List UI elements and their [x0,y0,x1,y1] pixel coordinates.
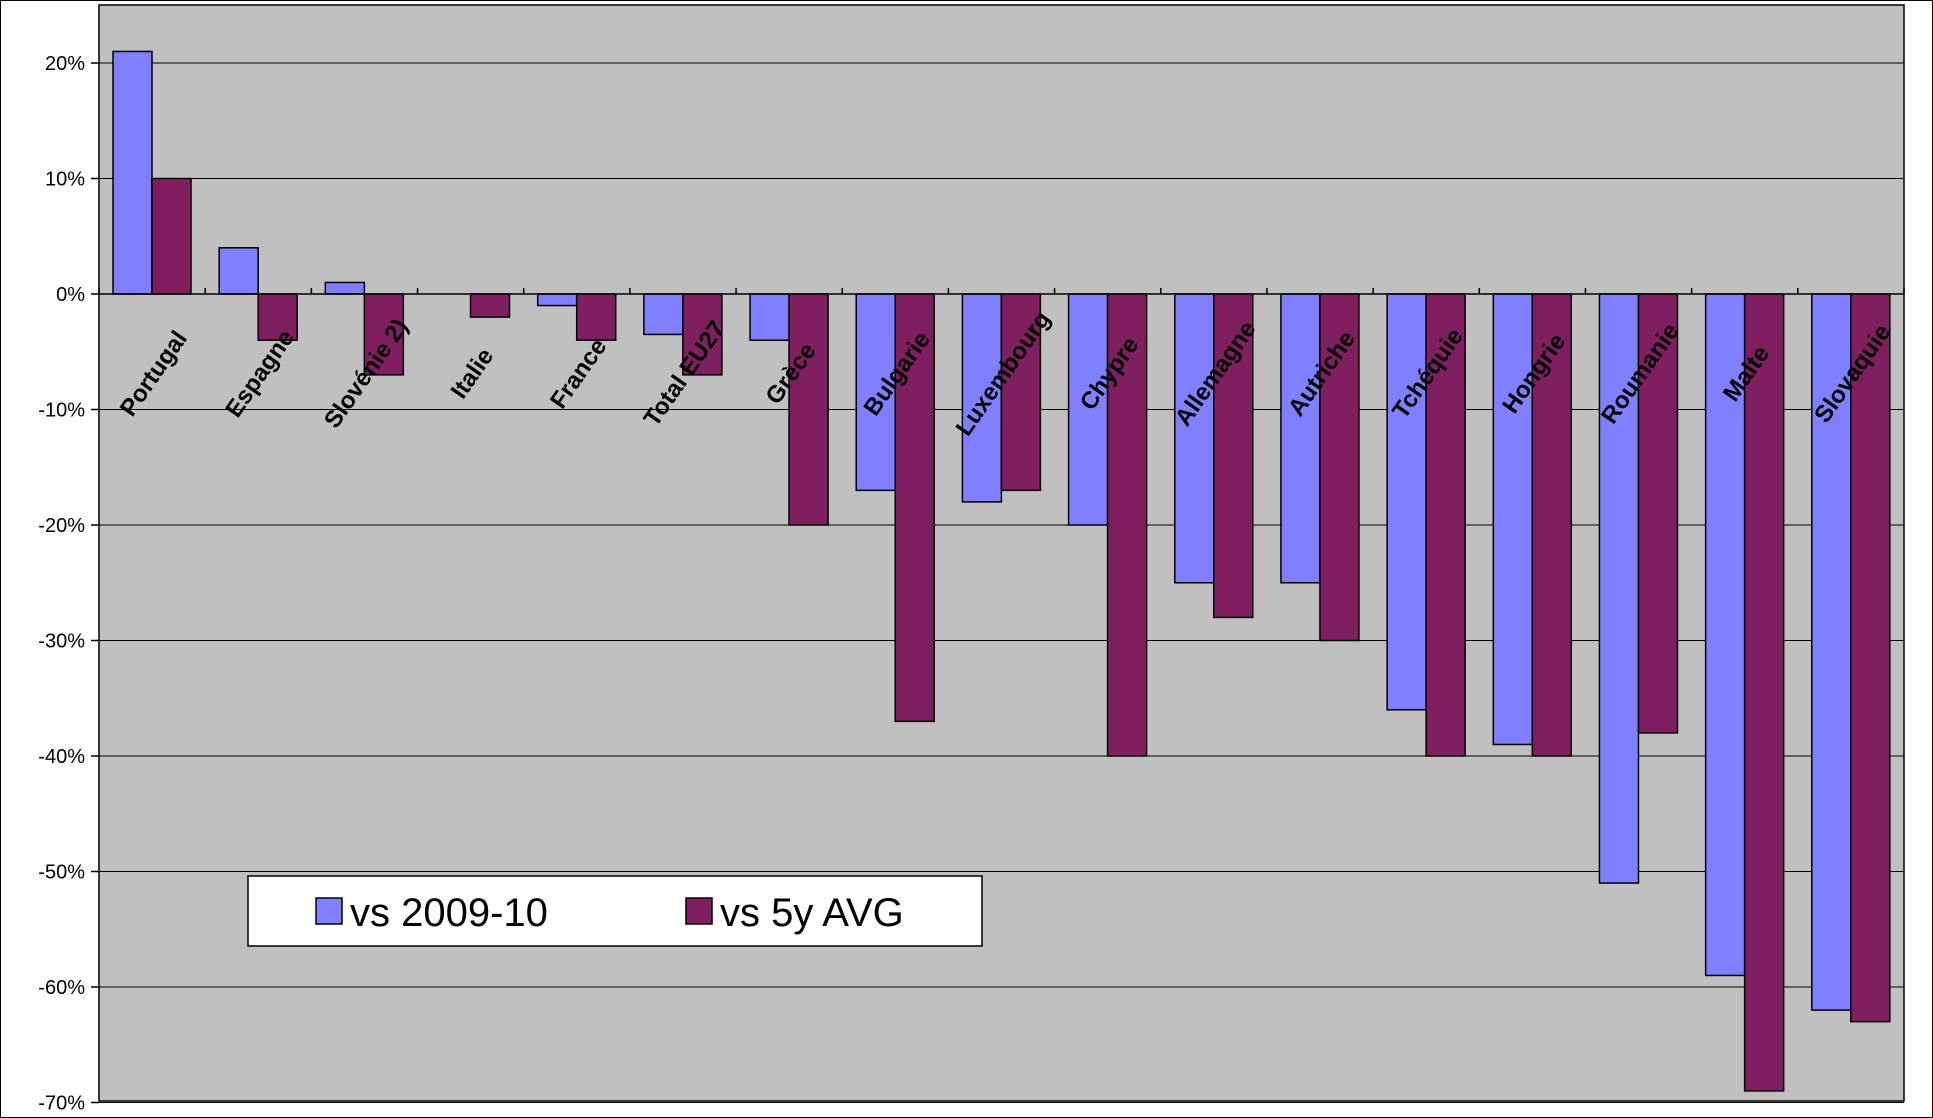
legend: vs 2009-10 vs 5y AVG [247,875,983,947]
bar [1425,293,1466,757]
y-tick-label: -70% [38,1093,85,1115]
bar [218,247,259,295]
bar [682,293,723,376]
bar [112,50,153,295]
legend-swatch [685,897,713,925]
series-1 [112,50,1852,1011]
y-tick-label: 0% [56,284,85,306]
bar [894,293,935,723]
bar [363,293,405,376]
bar [788,293,829,526]
y-tick-label: 20% [45,53,85,75]
bar [1319,293,1360,642]
y-tick-label: 10% [45,169,85,191]
bar [1386,293,1427,711]
legend-label: vs 5y AVG [720,891,904,935]
series-2 [151,177,1891,1092]
bar [1213,293,1254,619]
legend-swatch [315,897,343,925]
y-tick-label: -50% [38,862,85,884]
y-tick-label: -10% [38,400,85,422]
bar [1743,293,1785,1092]
bar [643,293,684,336]
bar [749,293,790,341]
bar [961,293,1003,503]
bar [324,281,366,295]
x-axis [98,288,1905,295]
bar [151,177,192,295]
bar [1280,293,1321,584]
y-tick-label: -60% [38,977,85,999]
y-tick-label: -40% [38,746,85,768]
bar [469,293,511,318]
bar [575,293,617,341]
bar [1000,293,1042,492]
y-tick-label: -20% [38,515,85,537]
bar [1811,293,1852,1011]
bar [1850,293,1891,1023]
legend-box [247,875,983,947]
legend-label: vs 2009-10 [350,891,548,935]
bar [1637,293,1679,734]
bar [536,293,578,307]
bar [855,293,896,492]
bars [112,50,1891,1092]
y-axis-ticks: 20% 10% 0% -10% -20% -30% -40% -50% -60% -70% [38,53,99,1115]
bar [1174,293,1215,584]
y-tick-label: -30% [38,631,85,653]
